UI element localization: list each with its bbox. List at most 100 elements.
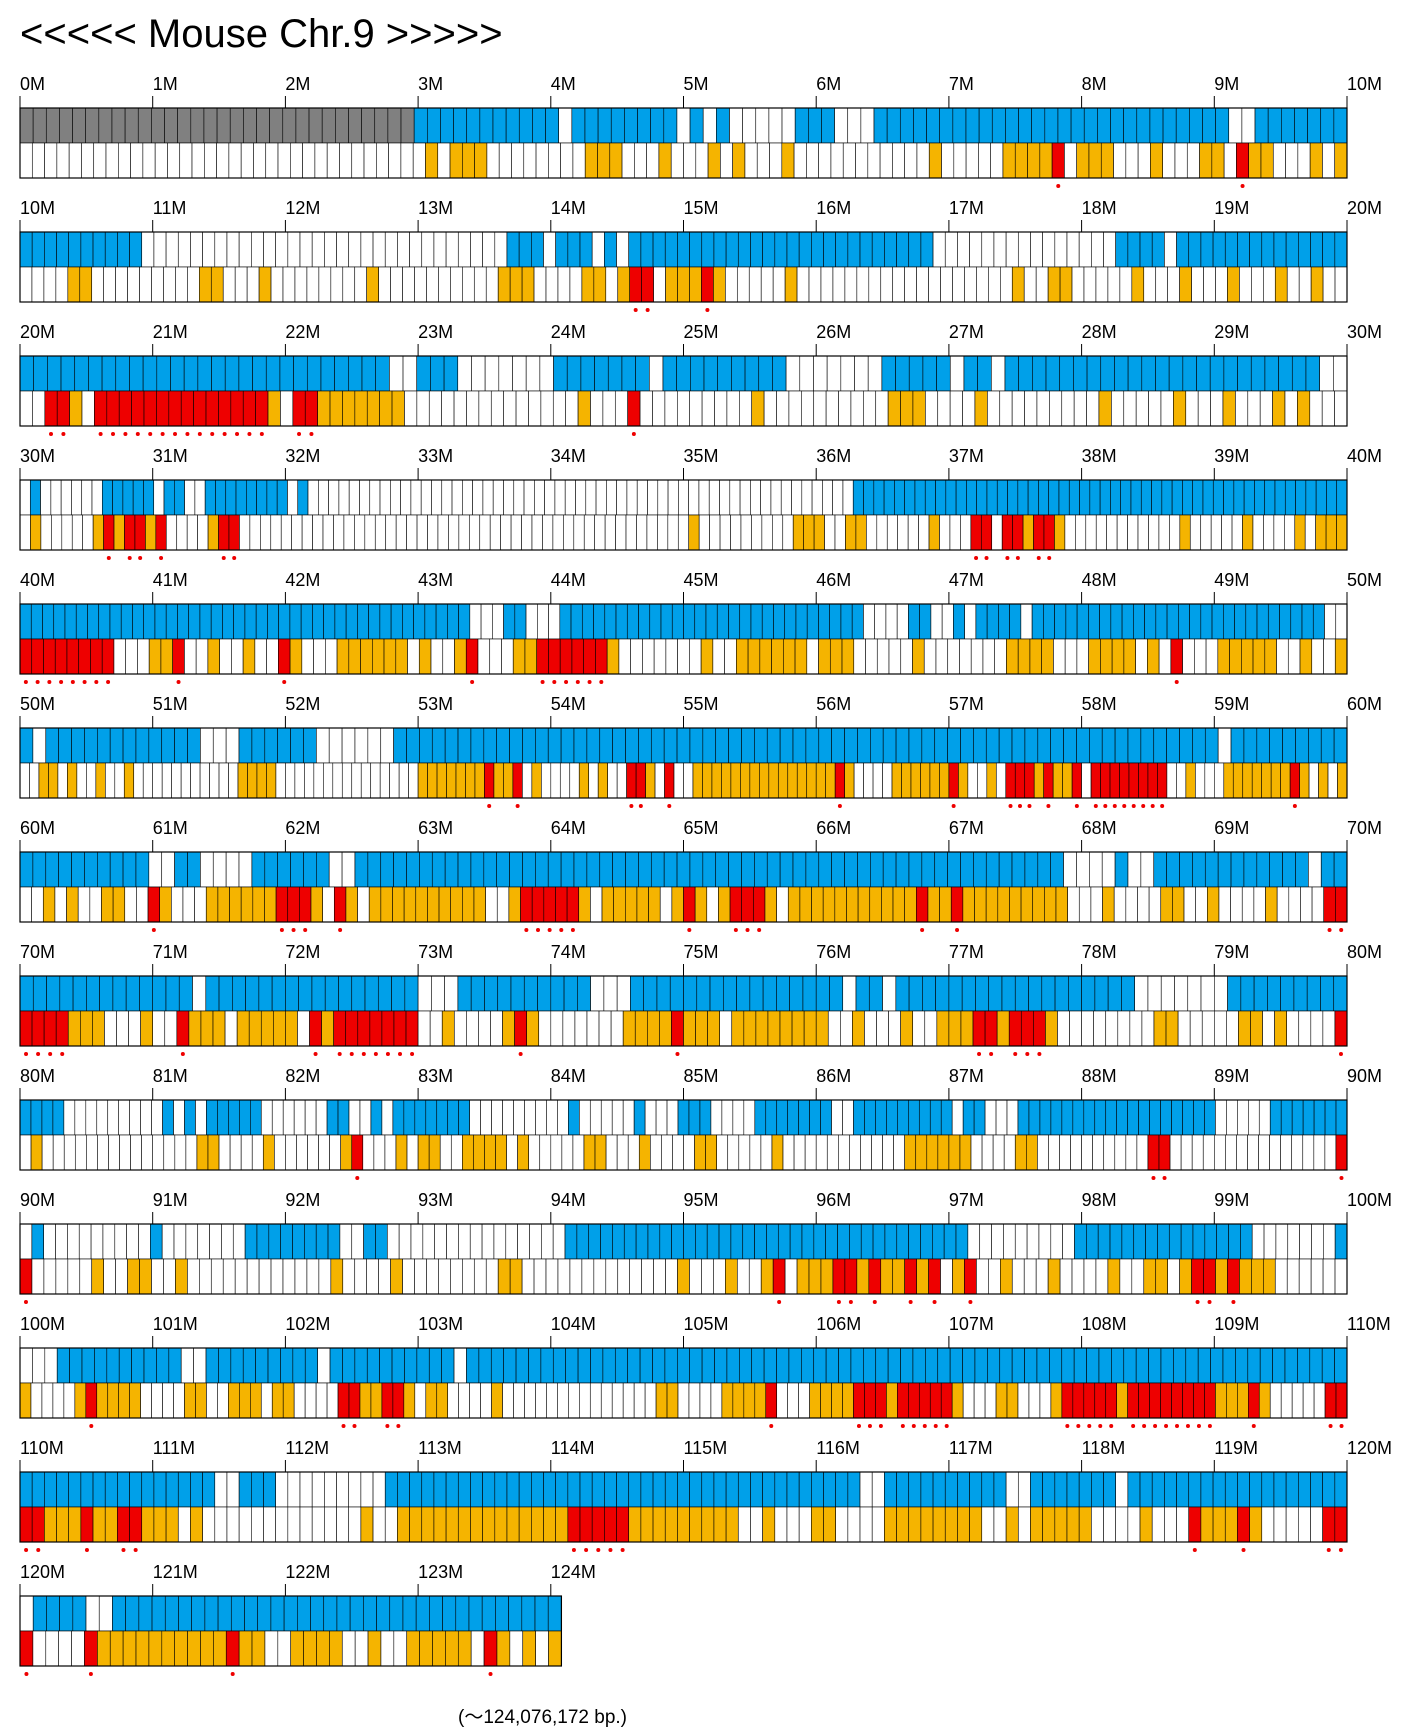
coverage-bin — [715, 727, 729, 764]
density-bin — [1302, 1134, 1315, 1171]
tick-label: 11M — [153, 198, 187, 218]
marker-dot — [230, 1672, 235, 1676]
coverage-bin — [129, 1099, 141, 1136]
coverage-bin — [1041, 975, 1056, 1012]
density-bin — [379, 762, 390, 799]
marker-dot — [951, 804, 956, 808]
density-bin — [1259, 390, 1273, 427]
coverage-bin — [192, 975, 207, 1012]
density-bin — [713, 1506, 727, 1543]
density-bin — [252, 886, 265, 923]
density-bin — [1030, 1506, 1043, 1543]
density-bin — [1003, 1134, 1016, 1171]
marker-dot — [1131, 804, 1136, 808]
coverage-bin — [135, 851, 150, 888]
density-bin — [333, 886, 347, 923]
coverage-bin — [200, 727, 214, 764]
density-bin — [977, 762, 988, 799]
density-bin — [1261, 1506, 1275, 1543]
coverage-bin — [1178, 603, 1190, 640]
tick-label: 1M — [153, 74, 178, 94]
density-bin — [282, 1382, 295, 1419]
coverage-bin — [260, 1099, 273, 1136]
density-bin — [1263, 514, 1275, 551]
density-bin — [1000, 266, 1013, 303]
coverage-bin — [579, 231, 593, 268]
density-bin — [595, 638, 608, 675]
coverage-bin — [124, 107, 139, 144]
coverage-bin — [150, 1223, 163, 1260]
density-bin — [647, 1010, 660, 1047]
density-bin — [143, 390, 157, 427]
coverage-bin — [1072, 1099, 1085, 1136]
coverage-bin — [429, 1595, 443, 1632]
density-bin — [414, 266, 427, 303]
coverage-bin — [225, 727, 240, 764]
coverage-bin — [844, 727, 858, 764]
coverage-bin — [125, 975, 140, 1012]
density-bin — [1083, 1258, 1097, 1295]
density-bin — [1199, 142, 1213, 179]
density-bin — [583, 638, 596, 675]
density-bin — [1148, 886, 1162, 923]
coverage-bin — [233, 603, 246, 640]
density-bin — [597, 142, 611, 179]
marker-dot — [247, 432, 252, 436]
coverage-bin — [713, 1471, 727, 1508]
coverage-bin — [1139, 1471, 1153, 1508]
coverage-bin — [1320, 851, 1335, 888]
density-bin — [782, 514, 794, 551]
density-bin — [724, 638, 737, 675]
coverage-bin — [318, 479, 329, 516]
density-bin — [853, 1382, 865, 1419]
coverage-bin — [338, 975, 353, 1012]
coverage-bin — [555, 231, 569, 268]
density-bin — [270, 266, 284, 303]
tick-label: 100M — [1347, 1190, 1392, 1210]
coverage-bin — [1282, 851, 1296, 888]
density-bin — [311, 1506, 325, 1543]
density-bin — [163, 266, 176, 303]
coverage-bin — [744, 355, 760, 392]
coverage-bin — [226, 231, 240, 268]
coverage-bin — [1110, 107, 1124, 144]
coverage-bin — [788, 1347, 802, 1384]
tick-label: 102M — [285, 1314, 330, 1334]
coverage-bin — [421, 1471, 435, 1508]
coverage-bin — [109, 851, 124, 888]
density-bin — [924, 1010, 938, 1047]
marker-dot — [944, 1424, 949, 1428]
coverage-bin — [471, 355, 486, 392]
density-bin — [484, 762, 495, 799]
coverage-bin — [1223, 355, 1238, 392]
density-bin — [1022, 514, 1034, 551]
density-bin — [136, 886, 149, 923]
coverage-bin — [345, 603, 358, 640]
density-bin — [1176, 1506, 1190, 1543]
density-bin — [480, 1382, 492, 1419]
density-bin — [207, 1134, 220, 1171]
coverage-bin — [1334, 1347, 1348, 1384]
coverage-bin — [840, 603, 853, 640]
density-bin — [489, 514, 501, 551]
coverage-bin — [676, 107, 691, 144]
density-bin — [573, 514, 585, 551]
coverage-bin — [813, 1223, 826, 1260]
density-bin — [260, 1382, 273, 1419]
density-bin — [1223, 142, 1237, 179]
row-frame — [19, 603, 1348, 675]
density-bin — [1033, 762, 1044, 799]
coverage-bin — [568, 1099, 580, 1136]
density-bin — [1139, 1506, 1153, 1543]
density-bin — [74, 1382, 87, 1419]
coverage-bin — [951, 1099, 964, 1136]
coverage-bin — [41, 1099, 54, 1136]
coverage-bin — [1044, 107, 1059, 144]
density-bin — [1237, 1382, 1249, 1419]
density-bin — [19, 142, 33, 179]
coverage-bin — [544, 479, 556, 516]
coverage-bin — [1057, 107, 1072, 144]
coverage-bin — [1228, 1223, 1241, 1260]
coverage-bin — [1193, 1099, 1205, 1136]
tick-label: 47M — [949, 570, 984, 590]
